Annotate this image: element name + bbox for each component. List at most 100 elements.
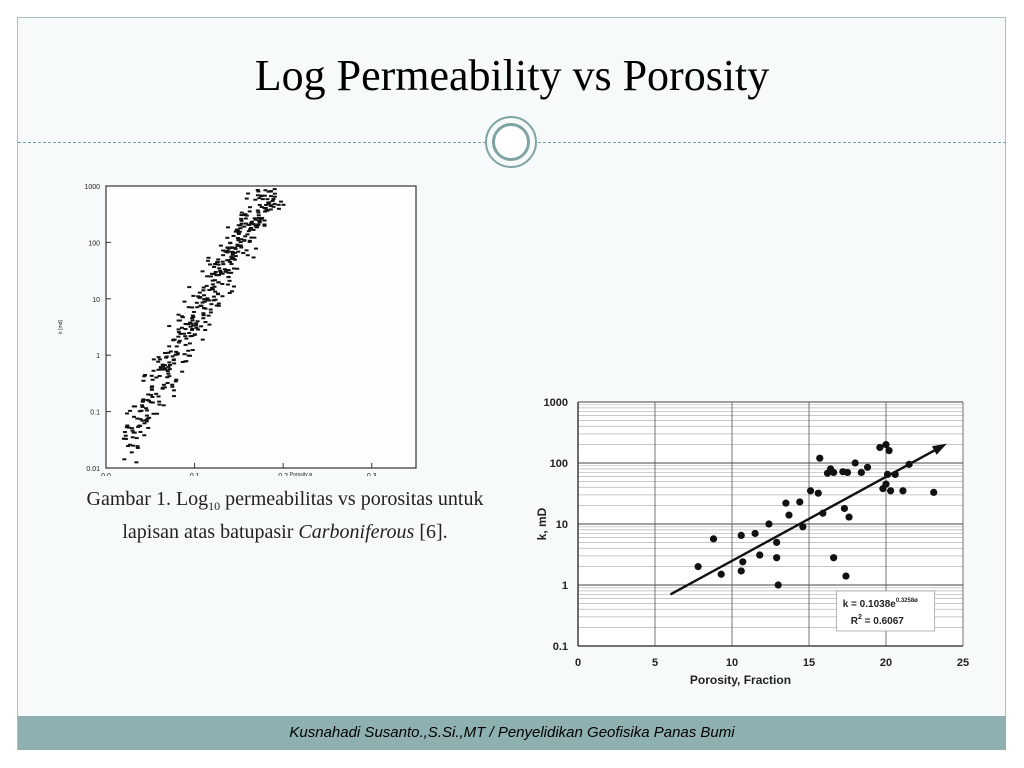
chart1-data-point <box>142 422 147 425</box>
chart1-data-point <box>212 285 217 288</box>
chart1-data-point <box>264 203 269 206</box>
chart1-data-point <box>253 224 258 227</box>
chart1-data-point <box>233 247 238 250</box>
chart1-data-point <box>215 292 220 295</box>
chart1-data-point <box>126 426 131 429</box>
chart1-data-point <box>262 219 267 222</box>
chart1-data-point <box>199 325 204 328</box>
chart1-data-point <box>238 241 243 244</box>
chart1-data-point <box>197 291 202 294</box>
chart1-data-point <box>260 198 265 201</box>
chart2-xtick-label: 0 <box>575 657 581 669</box>
chart1-data-point <box>236 232 241 235</box>
chart1-data-point <box>151 369 156 372</box>
chart2-data-point <box>843 468 852 477</box>
chart1-data-point <box>214 304 219 307</box>
chart1-data-point <box>247 239 252 242</box>
chart1-data-point <box>131 444 136 447</box>
chart1-data-point <box>188 335 193 338</box>
chart2-data-point <box>863 463 872 471</box>
caption-subscript: 10 <box>208 499 221 513</box>
chart2-data-point <box>830 468 838 477</box>
chart1-data-point <box>186 349 191 352</box>
chart1-data-point <box>131 431 136 434</box>
chart1-data-point <box>237 230 242 233</box>
chart1-data-point <box>216 263 221 266</box>
chart1-data-point <box>254 226 259 229</box>
chart1-data-point <box>194 324 199 327</box>
chart1-data-point <box>216 274 221 277</box>
chart1-data-point <box>202 298 207 301</box>
chart1-data-point <box>266 202 271 205</box>
chart1-data-point <box>160 386 165 389</box>
chart1-data-point <box>139 409 144 412</box>
chart-right-permeability: 0.1 1 10 100 1000 0 5 10 15 20 25 Porosity, Fractio… <box>535 397 969 687</box>
chart1-data-point <box>262 224 267 227</box>
chart2-data-point <box>885 446 893 455</box>
chart1-data-point <box>230 252 235 255</box>
chart1-data-point <box>158 366 163 369</box>
chart2-data-point <box>887 487 895 495</box>
chart1-data-point <box>170 383 175 386</box>
chart1-data-point <box>260 216 265 219</box>
chart1-data-point <box>183 328 188 331</box>
chart1-data-point <box>218 272 223 275</box>
chart1-data-point <box>123 434 128 437</box>
chart2-data-point <box>737 531 745 540</box>
chart1-data-point <box>151 358 156 361</box>
chart1-data-point <box>149 374 154 377</box>
chart1-data-point <box>234 228 239 231</box>
chart2-fit-arrowhead <box>931 443 947 455</box>
chart1-data-point <box>130 436 135 439</box>
chart1-data-point <box>190 306 195 309</box>
chart1-data-point <box>183 360 188 363</box>
chart1-data-point <box>130 429 135 432</box>
chart1-data-point <box>134 437 139 440</box>
chart1-data-point <box>210 283 215 286</box>
figure-caption: Gambar 1. Log10 permeabilitas vs porosit… <box>50 486 520 545</box>
chart1-ytick-label: 1000 <box>84 184 100 191</box>
chart2-data-point <box>717 570 725 578</box>
chart1-data-point <box>281 203 286 206</box>
chart1-data-point <box>141 379 146 382</box>
chart1-data-point <box>209 303 214 306</box>
chart1-data-point <box>150 401 155 404</box>
chart1-data-point <box>231 267 236 270</box>
chart1-data-point <box>225 226 230 229</box>
chart1-data-point <box>257 203 262 206</box>
chart1-data-point <box>158 368 163 371</box>
chart1-data-point <box>179 326 184 329</box>
chart1-data-point <box>167 363 172 366</box>
chart1-data-point <box>257 221 262 224</box>
chart2-data-point <box>765 520 773 528</box>
chart2-data-point <box>840 504 849 513</box>
chart1-data-point <box>220 282 225 285</box>
chart1-data-point <box>200 301 205 304</box>
chart1-data-point <box>268 195 273 198</box>
chart1-data-point <box>166 365 171 368</box>
chart1-data-point <box>202 294 207 297</box>
divider-ornament <box>485 116 537 168</box>
chart1-data-point <box>251 223 256 226</box>
chart1-data-point <box>245 233 250 236</box>
chart1-data-point <box>272 188 277 191</box>
chart1-data-point <box>252 236 257 239</box>
chart1-data-point <box>174 378 179 381</box>
chart1-data-point <box>223 250 228 253</box>
chart1-data-point <box>253 218 258 221</box>
chart1-data-point <box>173 380 178 383</box>
chart1-data-point <box>225 259 230 262</box>
chart1-data-point <box>203 321 208 324</box>
chart1-data-point <box>140 404 145 407</box>
chart1-data-point <box>249 236 254 239</box>
chart2-data-point <box>709 535 718 543</box>
chart1-data-point <box>265 209 270 212</box>
chart1-data-point <box>216 304 221 307</box>
chart1-data-point <box>241 252 246 255</box>
chart1-data-point <box>125 412 130 415</box>
chart1-data-point <box>196 295 201 298</box>
chart1-data-point <box>220 260 225 263</box>
chart1-data-point <box>226 269 231 272</box>
chart1-data-point <box>242 239 247 242</box>
chart1-data-point <box>211 295 216 298</box>
